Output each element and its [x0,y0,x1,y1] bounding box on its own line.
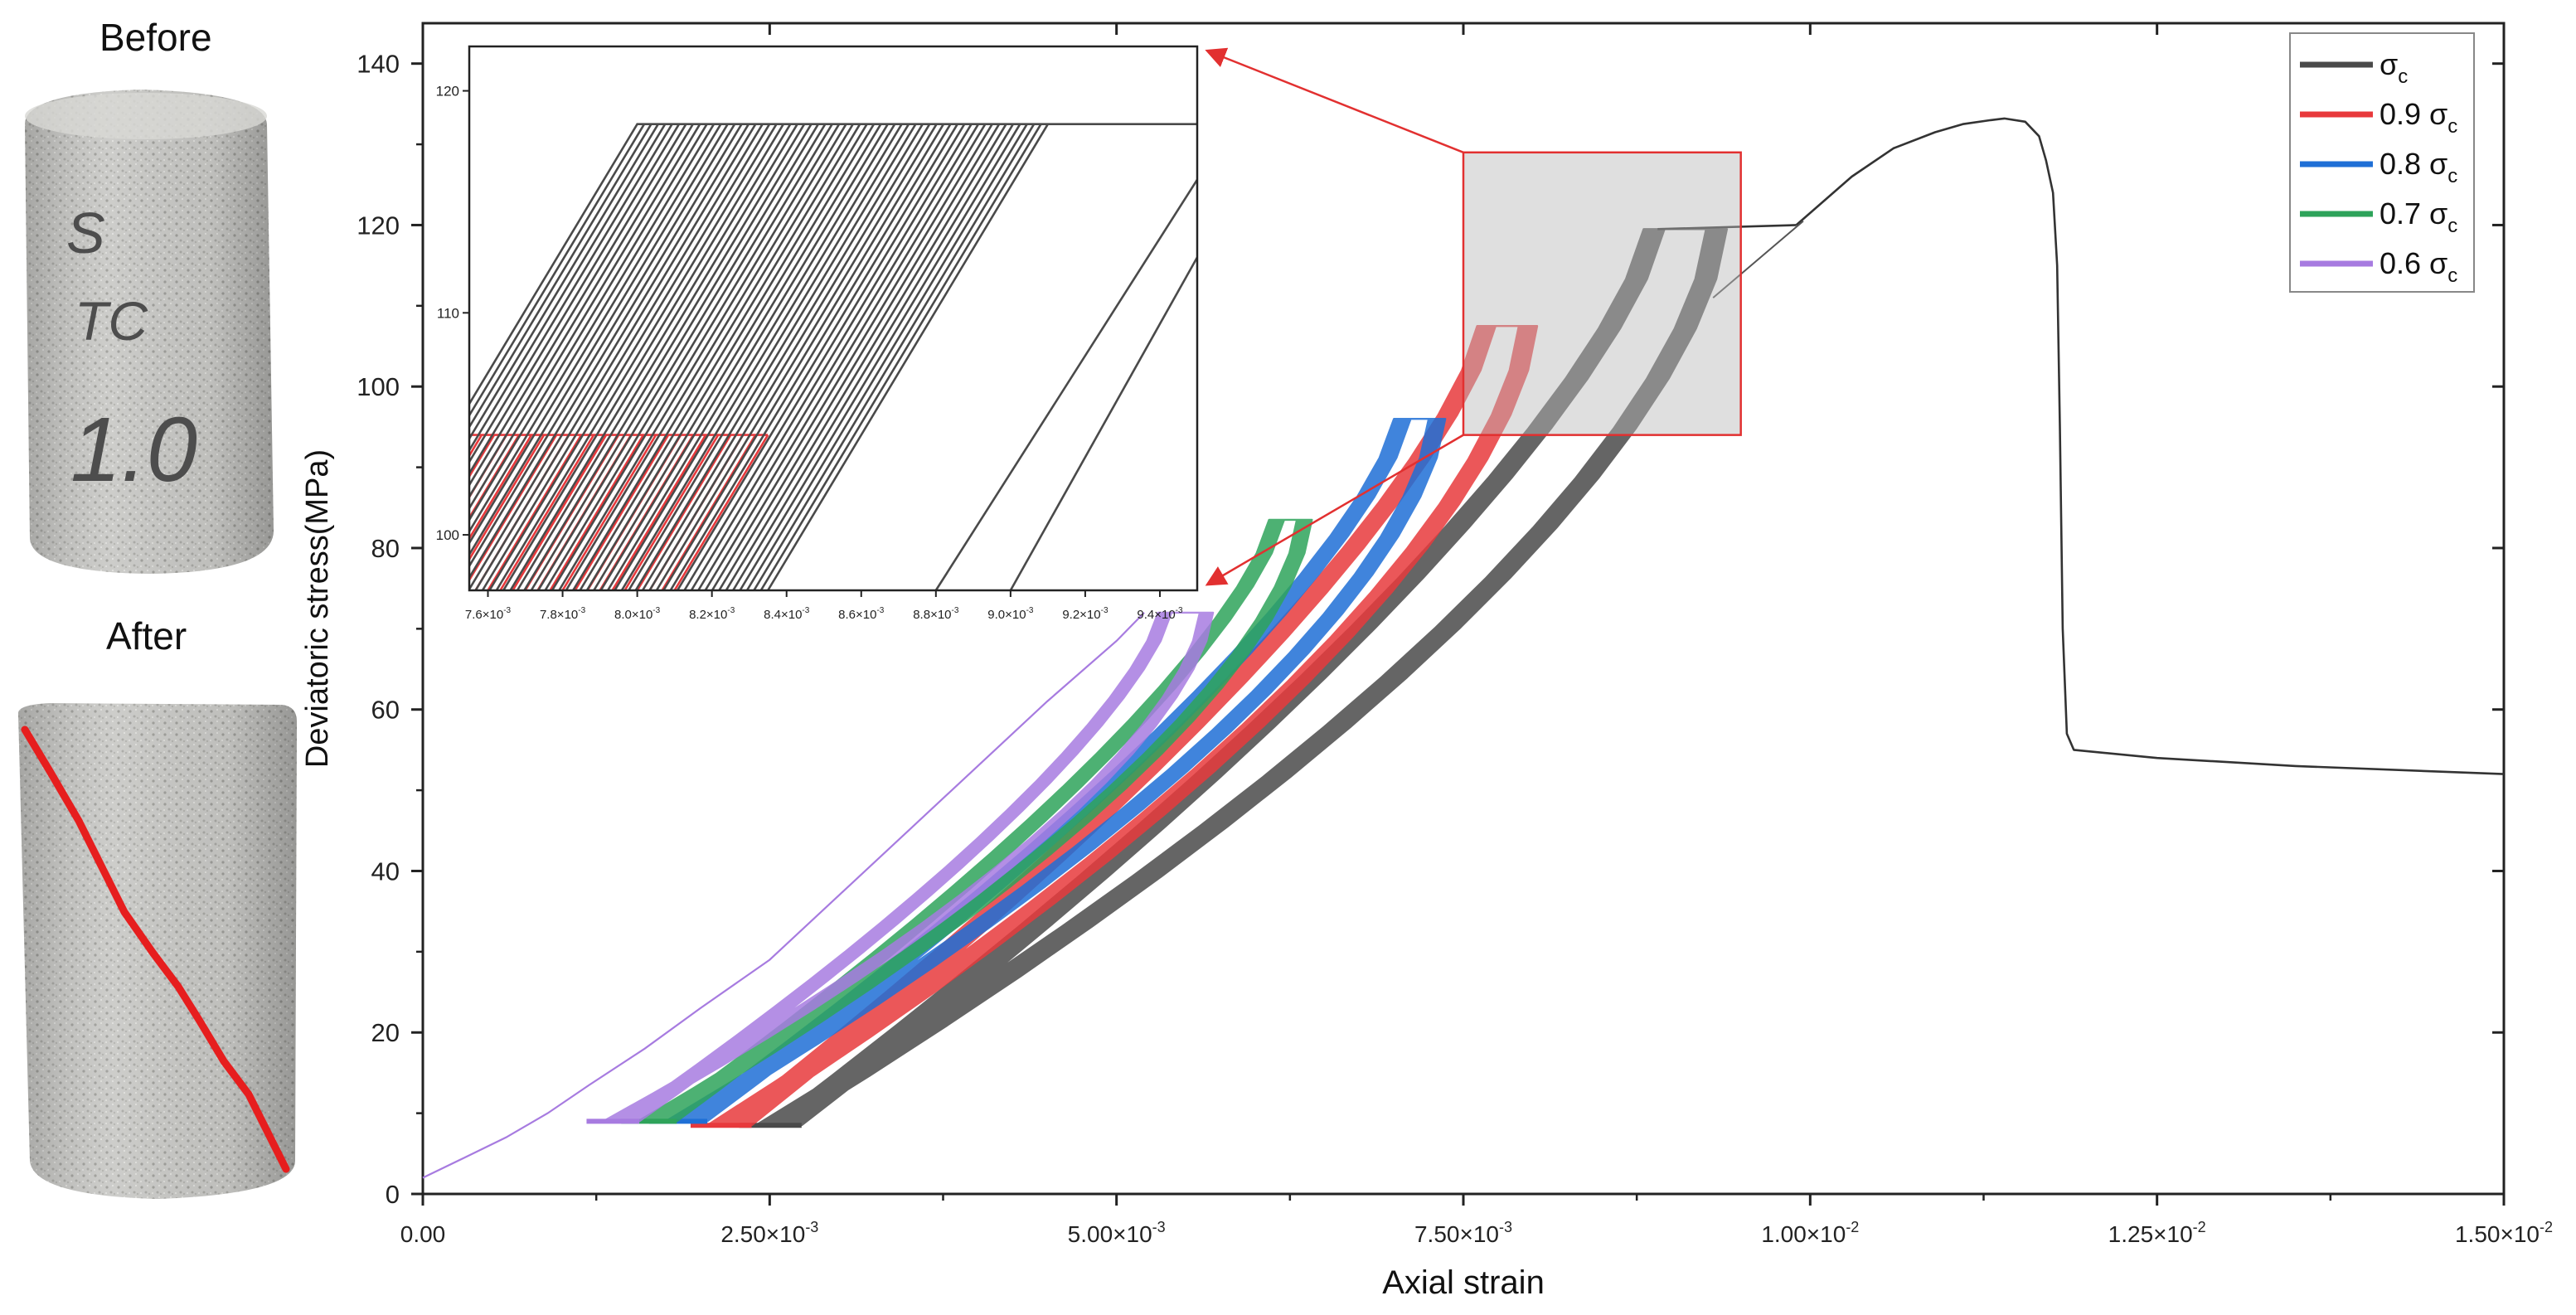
series-sigma-c-link [1657,224,1797,230]
series-s08-loops [665,418,1447,1123]
legend-label-subscript: c [2447,264,2457,287]
x-tick-exponent: -3 [805,1219,818,1235]
crack-line [21,725,290,1173]
x-tick-exponent: -2 [1846,1219,1859,1235]
x-tick-label: 2.50×10-3 [720,1219,818,1247]
y-tick-label: 0 [386,1180,400,1209]
y-axis-title: Deviatoric stress(MPa) [300,449,335,768]
x-tick-label: 0.00 [400,1221,446,1247]
legend-label-subscript: c [2447,115,2457,138]
y-tick-label: 20 [371,1018,400,1047]
x-tick-label: 5.00×10-3 [1068,1219,1166,1247]
legend-label: 0.7 σc [2380,197,2457,237]
after-label: After [106,614,187,658]
after-specimen [18,703,297,1199]
specimen-mark-1: S [66,201,105,265]
x-tick-label: 7.50×10-3 [1414,1219,1512,1247]
specimen-photos: S TC 1.0 [18,90,297,1199]
y-tick-label: 120 [357,211,400,240]
zoom-box [1462,151,1742,436]
zoom-arrow-top [1205,47,1464,153]
legend-label: 0.9 σc [2380,97,2457,138]
legend-label-subscript: c [2447,165,2457,187]
series-s06-loops [602,611,1215,1123]
y-tick-label: 100 [357,372,400,401]
x-axis-title: Axial strain [1382,1264,1545,1301]
legend-label: 0.6 σc [2380,246,2457,287]
series-sigma-c-tail [1712,220,1804,298]
y-tick-label: 140 [357,50,400,79]
series-layer [422,117,2505,1179]
x-tick-exponent: -2 [2540,1219,2553,1235]
y-tick-label: 80 [371,534,400,563]
before-label: Before [99,16,212,59]
series-initial-loading [422,612,1145,1179]
axis-layer: 0.00 2.50×10-3 5.00×10-3 7.50×10-3 1.00×10-2… [357,23,2553,1247]
x-tick-exponent: -3 [1499,1219,1512,1235]
specimen-mark-2: TC [75,290,148,352]
legend-label-subscript: c [2398,66,2408,88]
before-specimen: S TC 1.0 [25,90,274,574]
x-tick-exponent: -3 [1152,1219,1166,1235]
series-sigma-c-monotonic [1795,117,2505,775]
series-s07-loops [637,518,1313,1123]
overlay-layer [1205,47,1742,586]
x-tick-label: 1.50×10-2 [2455,1219,2553,1247]
x-tick-exponent: -2 [2193,1219,2206,1235]
x-tick-label: 1.25×10-2 [2108,1219,2206,1247]
y-tick-label: 40 [371,856,400,886]
specimen-mark-3: 1.0 [70,399,197,501]
legend-label-subscript: c [2447,215,2457,237]
x-tick-label: 1.00×10-2 [1761,1219,1859,1247]
y-tick-label: 60 [371,696,400,725]
legend-label: 0.8 σc [2380,147,2457,187]
zoom-arrow-bottom [1205,434,1464,586]
series-s09-loops [706,325,1539,1127]
legend: σc0.9 σc0.8 σc0.7 σc0.6 σc [2289,32,2475,293]
